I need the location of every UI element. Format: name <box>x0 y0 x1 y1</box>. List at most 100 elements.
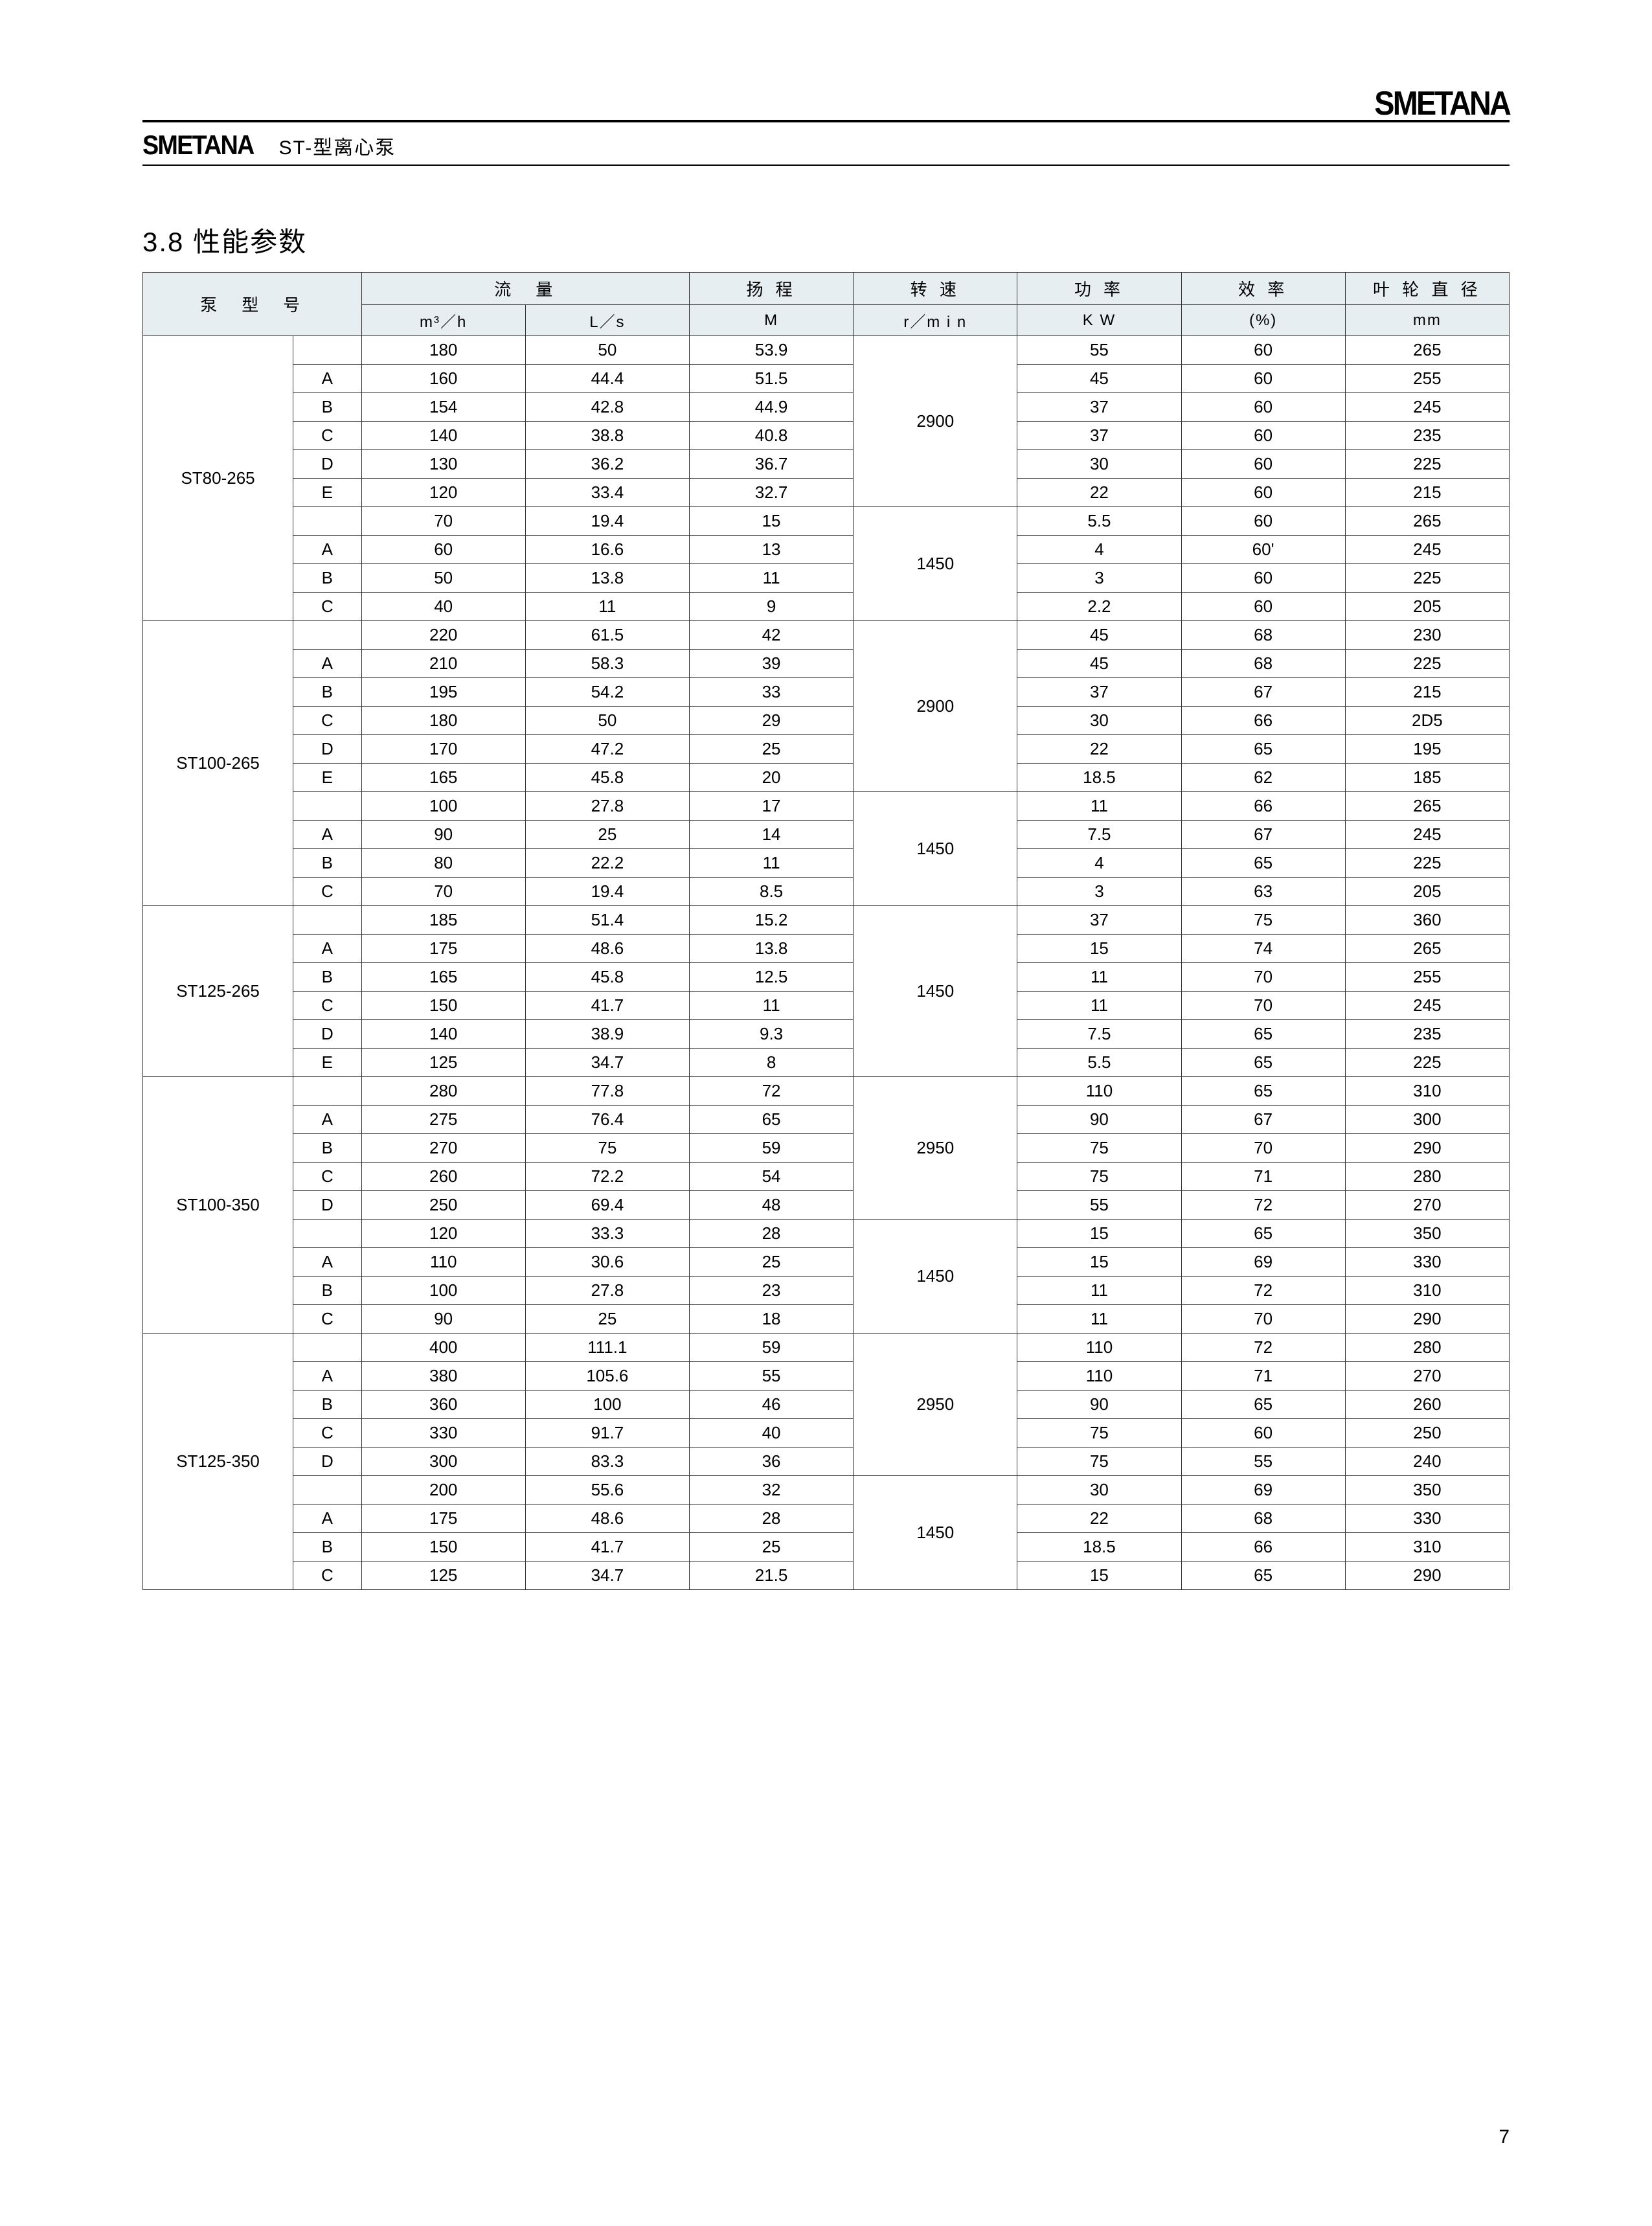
cell-impeller: 2D5 <box>1345 707 1509 735</box>
cell-speed: 1450 <box>854 1220 1017 1334</box>
cell-impeller: 245 <box>1345 821 1509 849</box>
cell-efficiency: 55 <box>1181 1448 1345 1476</box>
cell-head: 18 <box>689 1305 853 1334</box>
cell-flow-ls: 111.1 <box>525 1334 689 1362</box>
cell-head: 32.7 <box>689 479 853 507</box>
cell-flow-m3h: 220 <box>361 621 525 650</box>
cell-flow-ls: 55.6 <box>525 1476 689 1505</box>
cell-model: ST125‐265 <box>143 906 293 1077</box>
cell-power: 22 <box>1017 479 1181 507</box>
cell-variant: C <box>293 422 362 450</box>
cell-power: 90 <box>1017 1391 1181 1419</box>
cell-variant <box>293 1334 362 1362</box>
table-row: D13036.236.73060225 <box>143 450 1510 479</box>
cell-variant: A <box>293 935 362 963</box>
cell-power: 110 <box>1017 1362 1181 1391</box>
cell-variant: A <box>293 1362 362 1391</box>
cell-efficiency: 68 <box>1181 1505 1345 1533</box>
cell-flow-ls: 42.8 <box>525 393 689 422</box>
cell-impeller: 235 <box>1345 1020 1509 1049</box>
cell-head: 23 <box>689 1277 853 1305</box>
cell-impeller: 330 <box>1345 1248 1509 1277</box>
cell-flow-m3h: 100 <box>361 1277 525 1305</box>
cell-speed: 1450 <box>854 1476 1017 1590</box>
cell-efficiency: 72 <box>1181 1334 1345 1362</box>
cell-flow-m3h: 175 <box>361 935 525 963</box>
cell-head: 13.8 <box>689 935 853 963</box>
brand-logo-top: SMETANA <box>1374 84 1510 123</box>
cell-impeller: 270 <box>1345 1191 1509 1220</box>
cell-impeller: 265 <box>1345 336 1509 365</box>
cell-flow-m3h: 300 <box>361 1448 525 1476</box>
cell-efficiency: 60 <box>1181 336 1345 365</box>
cell-flow-m3h: 110 <box>361 1248 525 1277</box>
col-flow: 流 量 <box>361 273 689 305</box>
cell-flow-m3h: 140 <box>361 1020 525 1049</box>
cell-efficiency: 66 <box>1181 1533 1345 1562</box>
col-power: 功 率 <box>1017 273 1181 305</box>
table-row: B8022.211465225 <box>143 849 1510 878</box>
cell-impeller: 290 <box>1345 1562 1509 1590</box>
table-row: B19554.2333767215 <box>143 678 1510 707</box>
table-row: D17047.2252265195 <box>143 735 1510 764</box>
cell-efficiency: 60 <box>1181 450 1345 479</box>
cell-power: 55 <box>1017 1191 1181 1220</box>
cell-impeller: 350 <box>1345 1476 1509 1505</box>
cell-flow-ls: 105.6 <box>525 1362 689 1391</box>
cell-flow-m3h: 100 <box>361 792 525 821</box>
cell-head: 51.5 <box>689 365 853 393</box>
cell-power: 110 <box>1017 1334 1181 1362</box>
cell-variant <box>293 792 362 821</box>
cell-impeller: 235 <box>1345 422 1509 450</box>
cell-variant <box>293 1220 362 1248</box>
cell-flow-m3h: 330 <box>361 1419 525 1448</box>
cell-flow-ls: 41.7 <box>525 992 689 1020</box>
cell-flow-m3h: 125 <box>361 1562 525 1590</box>
section-number: 3.8 <box>142 227 184 257</box>
cell-power: 4 <box>1017 536 1181 564</box>
cell-flow-m3h: 380 <box>361 1362 525 1391</box>
cell-power: 11 <box>1017 1277 1181 1305</box>
cell-power: 75 <box>1017 1448 1181 1476</box>
table-row: 10027.81714501166265 <box>143 792 1510 821</box>
table-row: C12534.721.51565290 <box>143 1562 1510 1590</box>
table-row: A16044.451.54560255 <box>143 365 1510 393</box>
cell-head: 25 <box>689 1248 853 1277</box>
cell-head: 46 <box>689 1391 853 1419</box>
cell-head: 59 <box>689 1334 853 1362</box>
table-row: 7019.41514505.560265 <box>143 507 1510 536</box>
cell-power: 22 <box>1017 735 1181 764</box>
cell-power: 11 <box>1017 792 1181 821</box>
cell-efficiency: 65 <box>1181 735 1345 764</box>
cell-variant: B <box>293 564 362 593</box>
cell-flow-ls: 50 <box>525 336 689 365</box>
cell-flow-m3h: 70 <box>361 507 525 536</box>
cell-flow-ls: 22.2 <box>525 849 689 878</box>
table-row: A17548.6282268330 <box>143 1505 1510 1533</box>
cell-head: 14 <box>689 821 853 849</box>
table-row: ST100‐26522061.54229004568230 <box>143 621 1510 650</box>
cell-flow-ls: 36.2 <box>525 450 689 479</box>
cell-efficiency: 70 <box>1181 1134 1345 1163</box>
cell-model: ST100‐265 <box>143 621 293 906</box>
cell-flow-m3h: 360 <box>361 1391 525 1419</box>
cell-flow-ls: 91.7 <box>525 1419 689 1448</box>
cell-power: 30 <box>1017 1476 1181 1505</box>
cell-flow-ls: 47.2 <box>525 735 689 764</box>
cell-efficiency: 60 <box>1181 564 1345 593</box>
cell-flow-ls: 54.2 <box>525 678 689 707</box>
cell-variant: C <box>293 593 362 621</box>
cell-head: 44.9 <box>689 393 853 422</box>
table-row: ST100-35028077.872295011065310 <box>143 1077 1510 1106</box>
cell-flow-ls: 33.3 <box>525 1220 689 1248</box>
cell-head: 25 <box>689 735 853 764</box>
cell-flow-ls: 83.3 <box>525 1448 689 1476</box>
col-speed: 转 速 <box>854 273 1017 305</box>
cell-efficiency: 71 <box>1181 1362 1345 1391</box>
cell-efficiency: 60 <box>1181 507 1345 536</box>
cell-flow-m3h: 150 <box>361 1533 525 1562</box>
cell-power: 37 <box>1017 906 1181 935</box>
cell-head: 9 <box>689 593 853 621</box>
cell-head: 12.5 <box>689 963 853 992</box>
cell-flow-m3h: 250 <box>361 1191 525 1220</box>
